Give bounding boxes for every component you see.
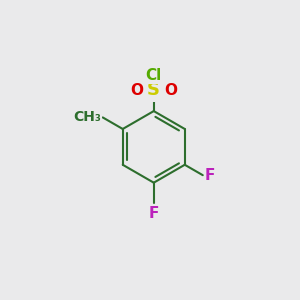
Text: CH₃: CH₃ bbox=[73, 110, 101, 124]
Text: O: O bbox=[165, 83, 178, 98]
Text: F: F bbox=[148, 206, 159, 221]
Text: F: F bbox=[205, 168, 215, 183]
Text: Cl: Cl bbox=[146, 68, 162, 83]
Text: O: O bbox=[130, 83, 143, 98]
Text: S: S bbox=[147, 81, 160, 99]
